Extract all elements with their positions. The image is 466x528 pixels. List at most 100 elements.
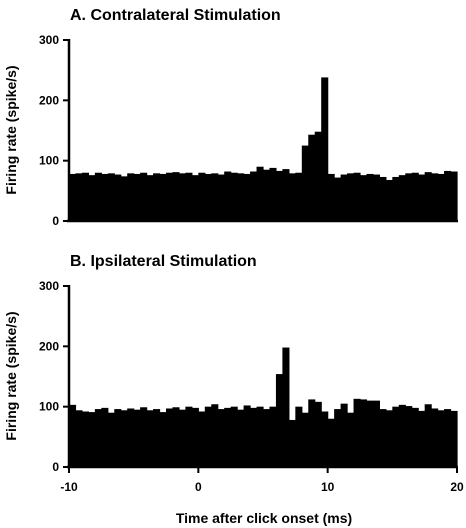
histogram-bar [340, 403, 348, 467]
histogram-bar [75, 173, 83, 221]
histogram-bar [366, 173, 374, 221]
histogram-bar [405, 406, 413, 467]
histogram-bar [159, 173, 167, 221]
histogram-bar [127, 173, 135, 221]
histogram-bar [178, 173, 186, 221]
histogram-bar [204, 406, 212, 467]
histogram-bar [198, 411, 206, 467]
histogram-bar [282, 169, 290, 221]
histogram-bar [133, 409, 141, 467]
histogram-bar [153, 409, 161, 467]
histogram-bar [146, 410, 154, 467]
histogram-bar [114, 174, 122, 221]
histogram-bar [314, 131, 322, 221]
histogram-bar [81, 411, 89, 467]
histogram-bar [133, 173, 141, 221]
histogram-bar [75, 410, 83, 467]
histogram-bar [211, 404, 219, 467]
histogram-bar [101, 407, 109, 467]
histogram-bar [282, 347, 290, 467]
histogram-bar [256, 406, 264, 467]
histogram-bar [334, 177, 342, 221]
histogram-bar [340, 174, 348, 221]
histogram-bar [94, 409, 102, 467]
histogram-bar [360, 399, 368, 467]
histogram-bar [308, 399, 316, 467]
histogram-bar [191, 407, 199, 467]
x-tick-label: 10 [321, 480, 335, 494]
panel-a-yticks: 0 100 200 300 [39, 33, 69, 228]
histogram-bar [178, 409, 186, 467]
panel-b: B. Ipsilateral Stimulation Firing rate (… [3, 253, 464, 526]
histogram-bar [230, 172, 238, 221]
histogram-bar [411, 407, 419, 467]
histogram-bar [288, 419, 296, 467]
histogram-bar [392, 406, 400, 467]
histogram-bar [444, 170, 452, 221]
panel-a-title: A. Contralateral Stimulation [70, 7, 281, 24]
histogram-bar [398, 175, 406, 221]
histogram-bar [301, 145, 309, 221]
histogram-bar [172, 407, 180, 467]
histogram-bar [185, 172, 193, 221]
histogram-bar [424, 404, 432, 467]
panel-b-bars [69, 347, 458, 467]
histogram-bar [431, 173, 439, 221]
histogram-bar [353, 398, 361, 467]
histogram-bar [385, 410, 393, 467]
histogram-bar [217, 409, 225, 467]
histogram-bar [230, 406, 238, 467]
histogram-bar [250, 171, 258, 221]
histogram-bar [379, 409, 387, 467]
histogram-bar [243, 173, 251, 221]
histogram-bar [450, 171, 458, 221]
histogram-bar [444, 409, 452, 467]
histogram-bar [101, 173, 109, 221]
y-tick-label: 0 [52, 214, 59, 228]
histogram-bar [424, 172, 432, 221]
histogram-bar [295, 172, 303, 221]
histogram-bar [366, 400, 374, 467]
histogram-bar [88, 412, 96, 467]
x-tick-label: 20 [450, 480, 464, 494]
y-tick-label: 200 [39, 339, 59, 353]
histogram-bar [198, 172, 206, 221]
histogram-bar [327, 173, 335, 221]
histogram-bar [308, 134, 316, 221]
histogram-bar [153, 173, 161, 221]
y-tick-label: 300 [39, 279, 59, 293]
panel-a-ylabel: Firing rate (spike/s) [3, 65, 19, 194]
histogram-bar [140, 172, 148, 221]
histogram-bar [295, 406, 303, 467]
histogram-bar [250, 407, 258, 467]
histogram-bar [81, 172, 89, 221]
histogram-bar [224, 407, 232, 467]
y-tick-label: 300 [39, 33, 59, 47]
histogram-bar [237, 409, 245, 467]
histogram-bar [263, 409, 271, 467]
x-tick-label: 0 [195, 480, 202, 494]
panel-b-ylabel: Firing rate (spike/s) [3, 311, 19, 440]
histogram-bar [107, 412, 115, 467]
histogram-bar [321, 77, 329, 221]
histogram-bar [405, 173, 413, 221]
panel-b-xticks: -10 0 10 20 [60, 467, 464, 494]
histogram-bar [114, 409, 122, 467]
histogram-bar [140, 407, 148, 467]
histogram-bar [166, 172, 174, 221]
histogram-bar [237, 173, 245, 221]
panel-a-bars [69, 77, 458, 221]
histogram-bar [204, 173, 212, 221]
histogram-bar [166, 408, 174, 467]
histogram-bar [301, 412, 309, 467]
y-tick-label: 200 [39, 93, 59, 107]
histogram-bar [191, 175, 199, 221]
histogram-bar [288, 173, 296, 221]
panel-b-yticks: 0 100 200 300 [39, 279, 69, 474]
x-tick-label: -10 [60, 480, 78, 494]
histogram-bar [372, 174, 380, 221]
histogram-bar [411, 172, 419, 221]
histogram-bar [224, 171, 232, 221]
histogram-bar [431, 408, 439, 467]
